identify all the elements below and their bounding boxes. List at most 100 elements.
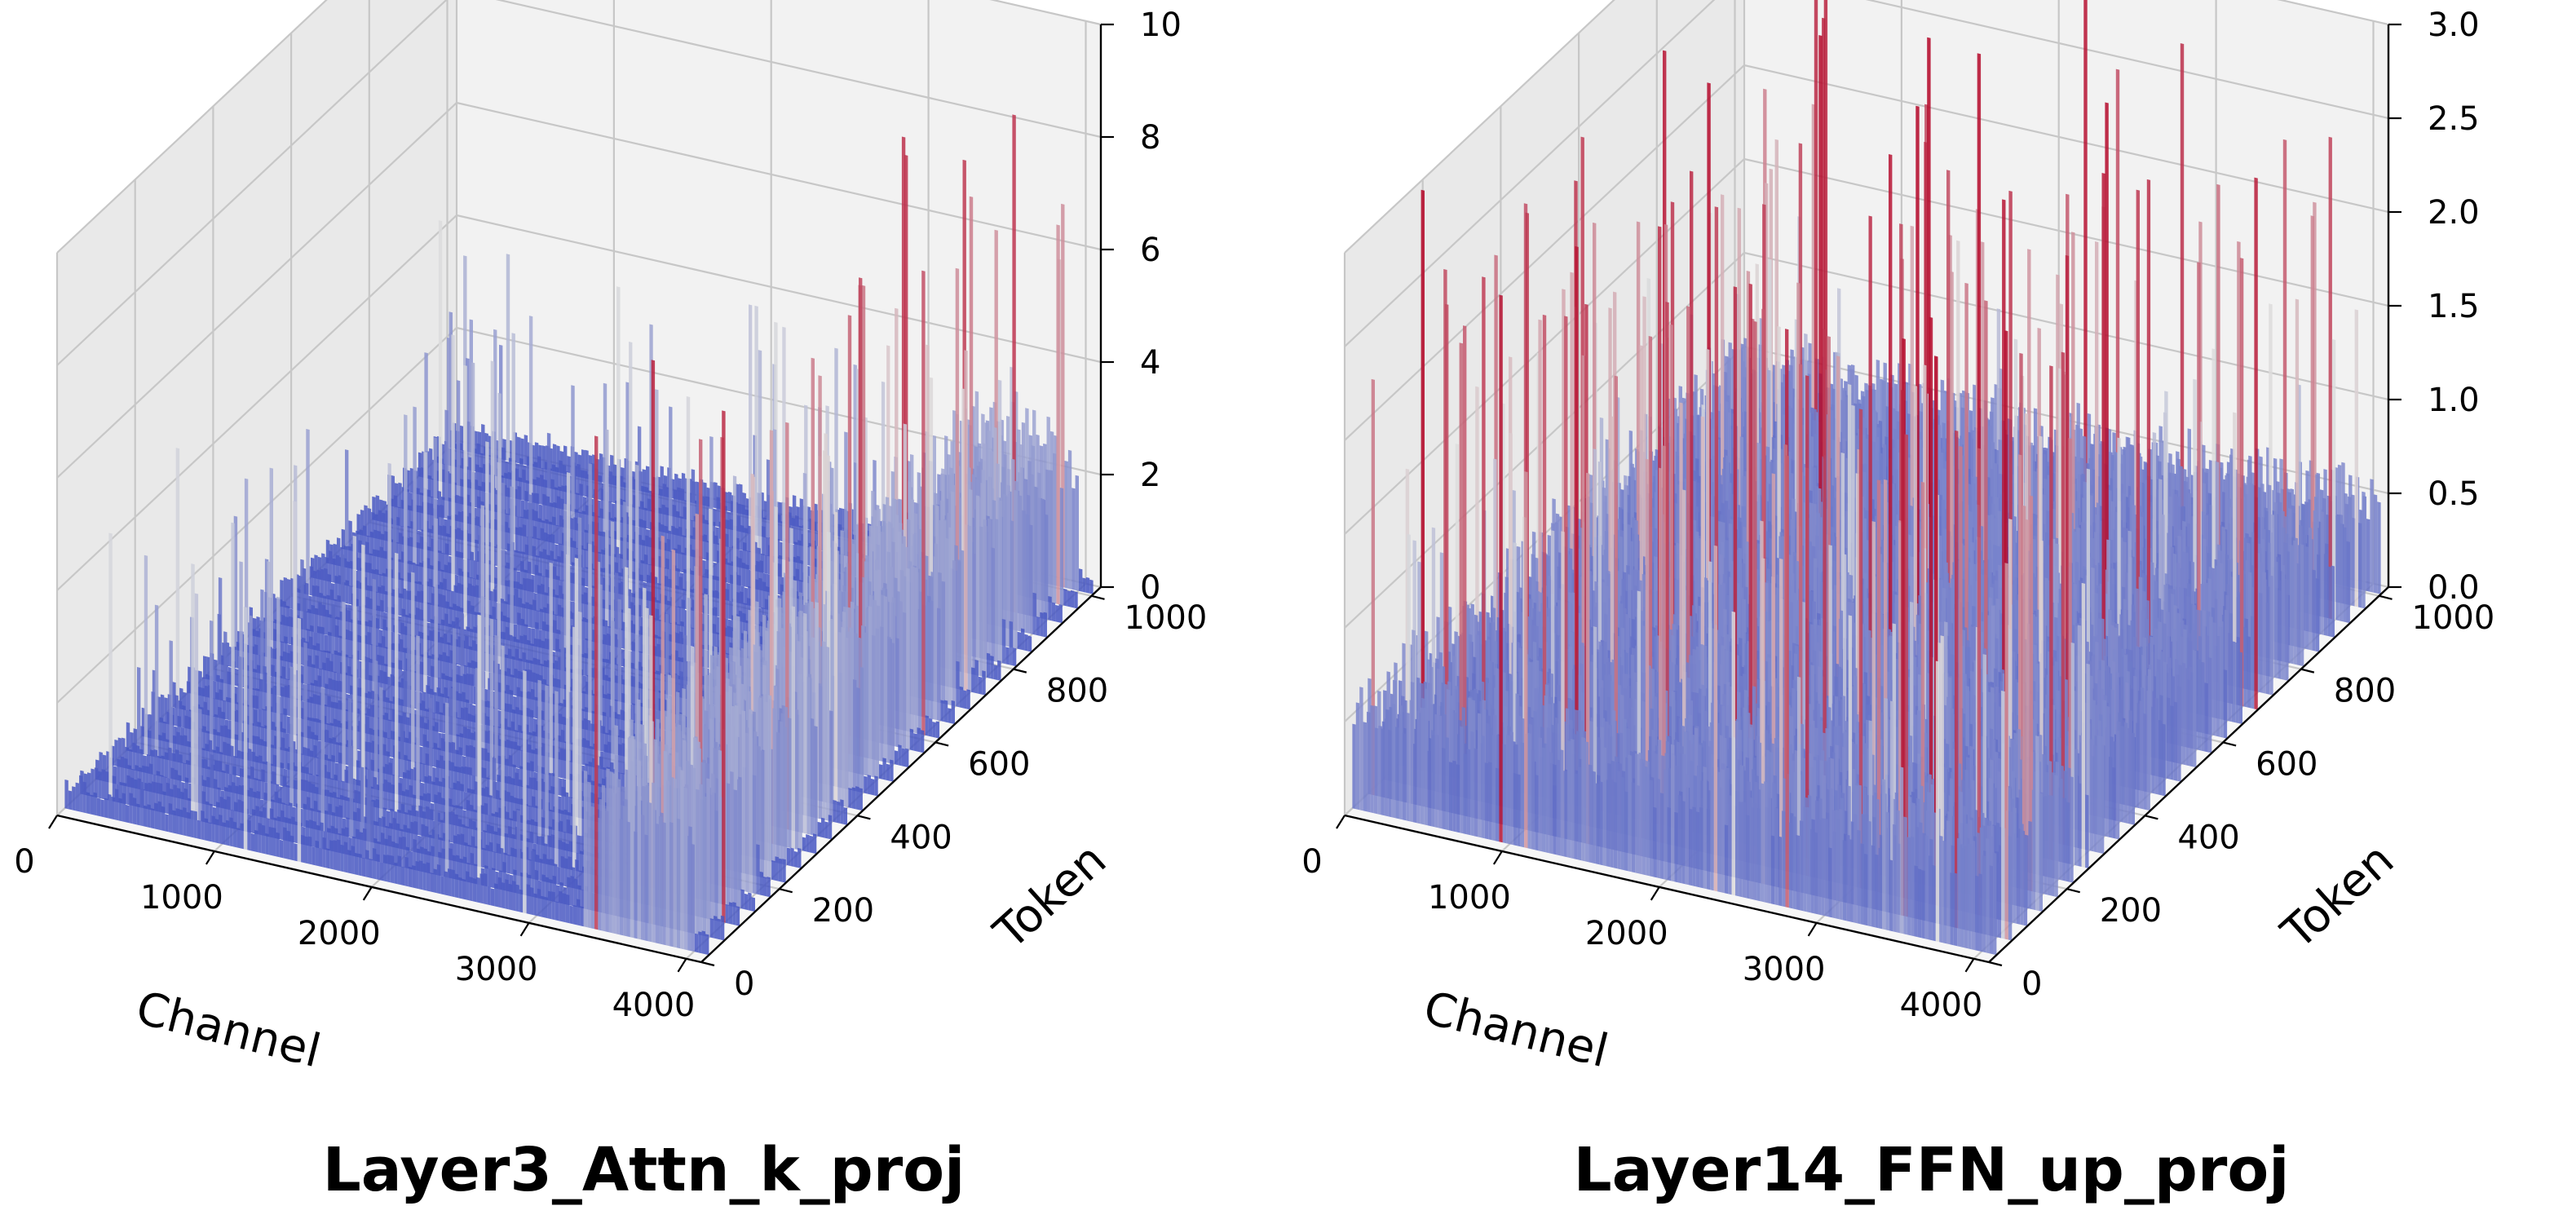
layer3-surface-cell [204, 818, 208, 841]
layer3-surface-cell [913, 733, 917, 752]
layer3-surface-cell [573, 517, 577, 549]
layer3-surface-cell [82, 781, 86, 814]
layer3-surface-cell [354, 852, 359, 876]
layer3-surface-cell [433, 868, 437, 894]
layer3-surface-cell [569, 773, 573, 799]
layer3-surface-cell [914, 567, 918, 734]
layer3-surface-cell [859, 666, 864, 793]
layer3-surface-cell [324, 568, 328, 599]
layer3-surface-cell [384, 712, 388, 739]
layer3-surface-cell [289, 835, 294, 861]
layer3-surface-cell [583, 592, 588, 623]
layer3-surface-cell [722, 410, 726, 923]
layer3-surface-cell [638, 661, 642, 689]
layer3-surface-cell [541, 895, 545, 918]
layer3-surface-cell [366, 787, 370, 860]
layer3-surface-cell [681, 599, 685, 627]
layer3-surface-cell [429, 448, 433, 480]
layer3-surface-cell [417, 467, 421, 495]
layer3-surface-cell [480, 805, 484, 833]
layer3-surface-cell [404, 737, 409, 762]
layer3-surface-cell [728, 902, 733, 925]
layer3-surface-cell [340, 844, 344, 872]
layer3-surface-cell [338, 752, 342, 782]
layer3-surface-cell [691, 843, 695, 952]
layer3-surface-cell [864, 775, 868, 794]
layer3-y-tick-mark [857, 815, 871, 820]
layer3-z-tick-label: 2 [1140, 457, 1160, 494]
layer3-surface-cell [529, 709, 534, 736]
layer3-surface-cell [935, 721, 940, 739]
layer3-surface-cell [859, 788, 863, 811]
layer3-surface-cell [515, 772, 519, 804]
layer3-surface-cell [487, 886, 491, 906]
layer3-surface-cell [945, 537, 949, 705]
layer3-surface-cell [387, 676, 391, 704]
layer3-surface-cell [179, 809, 183, 836]
layer3-surface-cell [172, 810, 176, 834]
layer3-surface-cell [917, 608, 922, 735]
layer3-surface-cell [416, 635, 420, 818]
layer3-surface-cell [605, 811, 609, 933]
layer3-surface-cell [560, 550, 565, 581]
layer3-surface-cell [583, 548, 587, 569]
layer3-surface [64, 114, 1094, 956]
layer3-y-tick-label: 200 [812, 892, 874, 930]
layer3-x-tick-mark [677, 958, 687, 973]
layer3-surface-cell [991, 547, 995, 662]
layer3-surface-cell [505, 879, 509, 910]
layer3-surface-cell [502, 447, 506, 479]
layer3-surface-cell [476, 877, 480, 903]
layer3-surface-cell [601, 784, 606, 932]
layer3-surface-cell [416, 541, 421, 567]
layer3-surface-cell [411, 572, 415, 780]
layer3-surface-cell [620, 475, 624, 506]
layer3-surface-cell [444, 871, 448, 896]
layer3-surface-cell [612, 773, 616, 934]
layer3-surface-cell [943, 700, 948, 723]
layer3-surface-cell [632, 571, 636, 598]
layer3-surface-cell [680, 770, 684, 950]
layer3-surface-cell [740, 889, 745, 910]
layer3-surface-cell [86, 792, 91, 815]
layer3-surface-cell [294, 843, 298, 862]
layer3-surface-cell [616, 286, 621, 559]
layer3-surface-cell [382, 689, 386, 720]
layer3-surface-cell [587, 781, 591, 929]
layer3-surface-cell [223, 631, 228, 702]
layer3-surface-cell [730, 574, 734, 603]
layer3-surface-cell [951, 700, 955, 725]
layer3-surface-cell [118, 797, 122, 822]
layer3-surface-cell [217, 613, 221, 682]
layer3-surface-cell [418, 505, 422, 532]
layer3-surface-cell [293, 501, 297, 753]
layer3-surface-cell [327, 696, 331, 726]
layer3-surface-cell [583, 770, 588, 928]
layer3-surface-cell [1082, 577, 1086, 593]
layer3-surface-cell [1017, 631, 1021, 650]
layer3-surface-cell [421, 824, 425, 855]
layer3-surface-cell [630, 761, 634, 939]
layer3-surface-cell [603, 744, 608, 771]
layer3-surface-cell [261, 824, 266, 855]
layer3-surface-cell [303, 642, 307, 756]
layer3-surface-cell [655, 389, 659, 585]
layer3-surface-cell [517, 745, 521, 769]
layer3-surface-cell [515, 884, 519, 912]
layer3-surface-cell [853, 679, 857, 792]
layer3-surface-cell [303, 598, 307, 648]
layer3-surface-cell [328, 550, 333, 583]
layer3-surface-cell [920, 730, 925, 753]
layer3-z-tick-label: 6 [1140, 232, 1160, 269]
layer3-surface-cell [988, 518, 992, 661]
layer3-surface-cell [369, 801, 374, 861]
layer3-surface-cell [618, 744, 622, 774]
layer3-surface-cell [161, 806, 166, 832]
layer3-surface-cell [585, 740, 590, 766]
layer3-surface-cell [272, 827, 276, 857]
layer3-surface-cell [218, 761, 222, 791]
layer3-surface-cell [948, 527, 952, 706]
layer3-surface-cell [470, 551, 474, 579]
layer3-surface-cell [356, 760, 360, 786]
layer3-surface-cell [518, 779, 523, 805]
